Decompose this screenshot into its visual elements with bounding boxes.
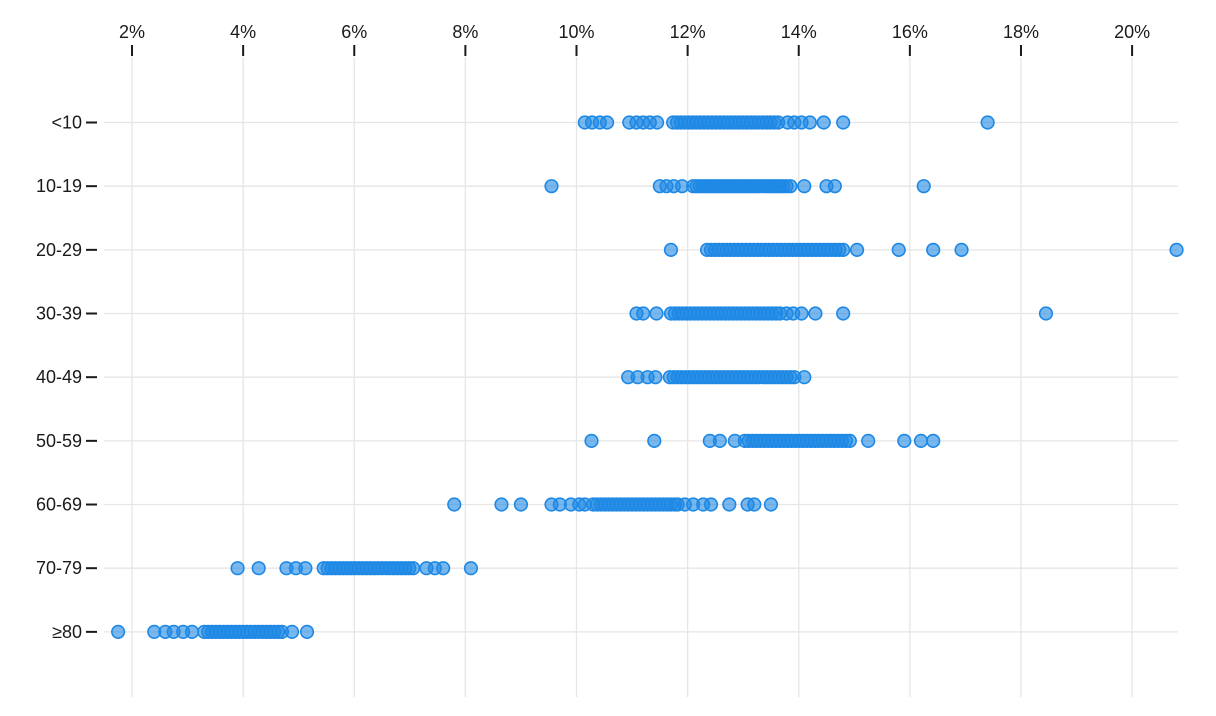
x-tick-label: 2% (119, 22, 145, 42)
data-point-dot (897, 433, 912, 448)
data-point-dot (1169, 242, 1184, 257)
data-point-dot (584, 433, 599, 448)
data-point-dot (808, 306, 823, 321)
data-point-dot (836, 306, 851, 321)
x-tick-label: 20% (1114, 22, 1150, 42)
y-category-label: <10 (51, 113, 82, 133)
data-point-dot (649, 115, 665, 130)
data-point-dot (916, 179, 931, 194)
data-point-dot (636, 306, 651, 321)
x-tick-marks (131, 45, 1134, 56)
data-point-dot (797, 179, 812, 194)
data-point-dot (649, 306, 664, 321)
data-point-dot (747, 497, 762, 512)
data-point-dot (703, 497, 719, 512)
data-point-dot (783, 179, 798, 194)
data-point-dot (284, 624, 300, 639)
data-point-dot (463, 561, 479, 576)
x-tick-labels: 2% 4% 6% 8% 10% 12% 14% 16% 18% 20% (119, 22, 1150, 42)
y-category-labels: <10 10-19 20-29 30-39 40-49 50-59 60-69 70-79 ≥8… (36, 113, 82, 642)
data-point-dot (494, 497, 509, 512)
data-point-dot (849, 242, 865, 257)
data-point-dot (836, 242, 851, 257)
data-point-dot (184, 624, 200, 639)
data-point-dot (299, 624, 315, 639)
data-point-dot (663, 242, 679, 257)
data-point-dot (436, 561, 451, 576)
data-point-dot (980, 115, 995, 130)
y-tick-marks (86, 121, 97, 633)
data-point-dot (544, 179, 559, 194)
y-category-label: 10-19 (36, 176, 82, 196)
data-point-dot (913, 433, 929, 448)
x-tick-label: 18% (1003, 22, 1039, 42)
data-point-dot (842, 433, 857, 448)
x-tick-label: 12% (670, 22, 706, 42)
y-category-label: ≥80 (52, 622, 82, 642)
data-point-dot (111, 624, 126, 639)
data-point-dot (251, 561, 266, 576)
data-point-dot (836, 115, 851, 130)
y-category-label: 60-69 (36, 495, 82, 515)
data-point-dot (648, 370, 663, 385)
data-point-dot (926, 242, 941, 257)
y-category-label: 70-79 (36, 558, 82, 578)
data-point-dot (647, 433, 662, 448)
data-point-dot (926, 433, 941, 448)
data-point-dot (954, 242, 969, 257)
data-point-dot (816, 115, 831, 130)
y-category-label: 20-29 (36, 240, 82, 260)
data-point-dot (447, 497, 462, 512)
x-tick-label: 10% (558, 22, 594, 42)
x-tick-label: 6% (341, 22, 367, 42)
y-category-label: 40-49 (36, 367, 82, 387)
x-tick-label: 4% (230, 22, 256, 42)
data-point-dot (406, 561, 421, 576)
data-point-dot (298, 561, 313, 576)
data-point-dot (797, 370, 812, 385)
data-point-dot (891, 242, 906, 257)
x-tick-label: 8% (452, 22, 478, 42)
data-point-dot (794, 306, 809, 321)
data-point-dot (712, 433, 727, 448)
data-point-dot (230, 561, 245, 576)
data-point-dot (763, 497, 779, 512)
data-point-dot (513, 497, 529, 512)
data-point-dot (802, 115, 817, 130)
y-category-label: 50-59 (36, 431, 82, 451)
y-category-label: 30-39 (36, 304, 82, 324)
x-tick-label: 14% (781, 22, 817, 42)
data-point-dot (599, 115, 615, 130)
x-tick-label: 16% (892, 22, 928, 42)
data-point-dot (722, 497, 737, 512)
data-point-dot (1038, 306, 1054, 321)
data-point-dot (827, 179, 842, 194)
data-point-dot (861, 433, 876, 448)
data-points (111, 115, 1184, 639)
